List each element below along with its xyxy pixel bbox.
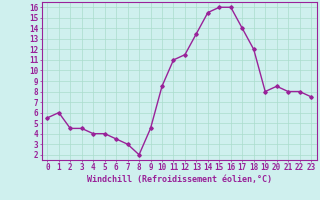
X-axis label: Windchill (Refroidissement éolien,°C): Windchill (Refroidissement éolien,°C) [87,175,272,184]
